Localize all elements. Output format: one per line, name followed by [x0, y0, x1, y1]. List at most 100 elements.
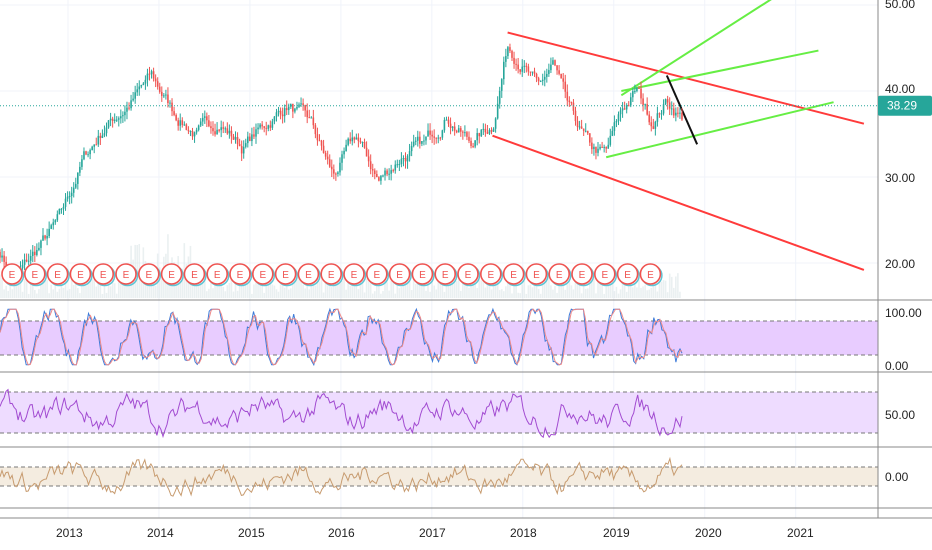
candle-body — [619, 110, 622, 115]
candle-body — [449, 123, 452, 128]
rsi-tick-50: 50.00 — [885, 408, 915, 422]
volume-bar — [523, 281, 526, 298]
volume-bar — [648, 289, 651, 298]
grid — [0, 0, 878, 518]
volume-bar — [224, 291, 227, 298]
candle-body — [498, 90, 501, 104]
volume-bar — [603, 293, 605, 298]
volume-bar — [29, 277, 32, 298]
volume-bar — [365, 278, 368, 298]
candle-body — [99, 135, 102, 138]
volume-bar — [251, 293, 253, 298]
candle-body — [148, 73, 151, 75]
earnings-circle — [639, 263, 662, 285]
volume-bar — [392, 280, 395, 298]
candle-body — [222, 127, 225, 129]
volume-bar — [242, 280, 245, 298]
volume-bar — [160, 277, 163, 298]
trendline-wedge-ray-mid — [621, 49, 819, 92]
candle-body — [470, 140, 472, 146]
volume-bar — [660, 281, 663, 298]
volume-bar — [584, 288, 587, 298]
volume-bar — [621, 280, 624, 298]
earnings-circle — [46, 263, 69, 285]
candle-body — [621, 108, 624, 111]
earnings-letter: E — [77, 270, 84, 281]
candle-body — [597, 148, 599, 153]
candle-body — [312, 117, 315, 126]
volume-bar — [509, 273, 511, 298]
candle-body — [181, 120, 184, 125]
volume-bar — [97, 274, 100, 298]
candle-body — [72, 187, 75, 193]
volume-bar — [607, 277, 610, 298]
volume-bar — [500, 289, 503, 298]
volume-bar — [482, 280, 485, 298]
candle-body — [36, 249, 38, 255]
candle-body — [580, 126, 583, 129]
candle-body — [247, 136, 249, 144]
candle-body — [335, 173, 337, 175]
candle-body — [60, 208, 63, 210]
volume-bar — [658, 280, 661, 298]
volume-bar — [599, 279, 601, 298]
volume-bar — [382, 291, 384, 298]
candle-body — [283, 108, 286, 117]
candle-body — [568, 100, 571, 103]
candle-body — [337, 172, 339, 174]
candle-body — [103, 133, 106, 136]
candle-body — [459, 128, 462, 132]
volume-bar — [629, 283, 632, 298]
earnings-circle — [251, 263, 274, 285]
candle-body — [160, 91, 163, 96]
candle-body — [414, 140, 417, 142]
volume-bar — [421, 279, 423, 298]
volume-bar — [25, 276, 28, 298]
candle-body — [304, 104, 306, 111]
candle-body — [599, 146, 601, 149]
volume-bar — [339, 280, 341, 298]
volume-bar — [558, 277, 560, 298]
candle-body — [357, 137, 360, 142]
volume-bar — [537, 288, 540, 298]
volume-bar — [439, 282, 442, 298]
rsi-band — [0, 392, 878, 433]
candle-body — [363, 141, 366, 148]
time-axis: 2013 2014 2015 2016 2017 2018 2019 2020 … — [56, 526, 814, 540]
candle-body — [296, 106, 298, 109]
candle-body — [173, 111, 175, 115]
volume-bar — [519, 293, 521, 298]
stochastic-panel — [0, 307, 878, 367]
candle-body — [195, 129, 198, 133]
candle-body — [672, 108, 675, 116]
volume-bar — [275, 289, 278, 298]
volume-bar — [668, 273, 671, 298]
volume-bar — [609, 283, 612, 298]
candle-body — [670, 108, 673, 110]
candle-body — [513, 57, 515, 64]
candle-body — [421, 141, 423, 144]
earnings-circle — [502, 263, 525, 285]
osc-band — [0, 467, 878, 486]
volume-bar — [212, 288, 214, 298]
candle-body — [634, 91, 636, 93]
volume-bar — [605, 286, 608, 298]
candle-body — [492, 128, 495, 132]
candle-body — [316, 134, 319, 141]
candle-body — [302, 103, 304, 105]
volume-bar — [425, 290, 427, 298]
candle-body — [290, 103, 292, 107]
volume-bar — [154, 285, 157, 298]
volume-bar — [64, 273, 67, 298]
osc-line — [0, 456, 683, 497]
volume-bar — [353, 278, 356, 298]
candle-body — [511, 50, 513, 58]
volume-bar — [226, 285, 229, 298]
earnings-letter: E — [579, 270, 586, 281]
year-label-2018: 2018 — [510, 526, 537, 540]
candle-body — [163, 95, 165, 97]
candle-body — [126, 107, 128, 112]
volume-bar — [201, 282, 204, 298]
candle-body — [199, 121, 202, 126]
last-price-badge[interactable]: 38.29 — [878, 95, 932, 116]
